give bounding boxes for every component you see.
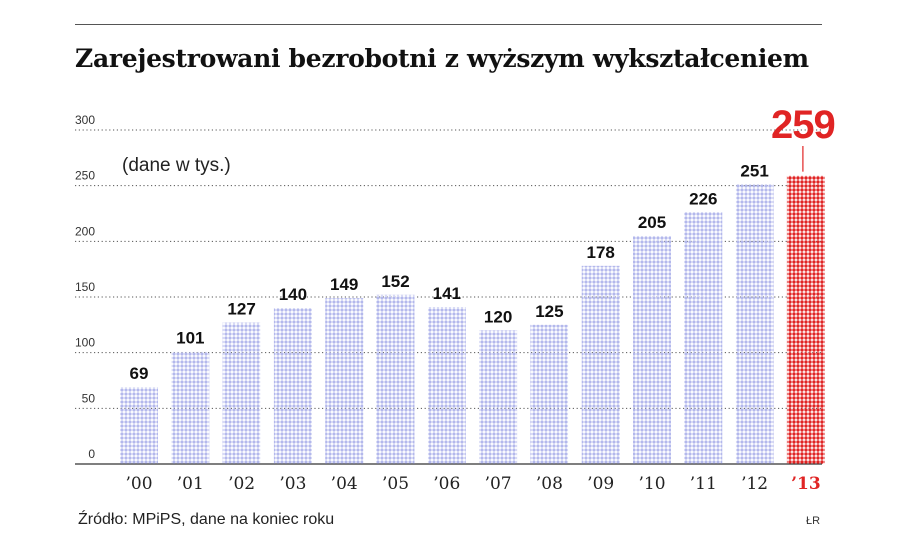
- y-tick-label: 300: [75, 113, 95, 127]
- x-tick-label: ’09: [587, 474, 614, 494]
- x-tick-label: ’07: [485, 474, 512, 494]
- data-label: 125: [535, 302, 563, 321]
- x-tick-label: ’11: [690, 474, 717, 494]
- data-label: 69: [130, 364, 149, 383]
- bar: [427, 307, 466, 464]
- data-label: 127: [227, 300, 255, 319]
- x-tick-label: ’08: [536, 474, 563, 494]
- data-label: 178: [587, 243, 615, 262]
- bar: [171, 351, 210, 464]
- bar: [633, 235, 671, 464]
- data-label: 226: [689, 189, 717, 208]
- x-tick-label: ’06: [433, 474, 460, 494]
- bar: [479, 330, 518, 464]
- bar: [273, 308, 312, 464]
- bar: [376, 294, 415, 464]
- bar-highlight: [786, 175, 825, 464]
- x-tick-label: ’12: [741, 474, 768, 494]
- data-label: 140: [279, 285, 307, 304]
- data-label: 141: [433, 284, 461, 303]
- y-tick-label: 0: [88, 447, 95, 461]
- x-tick-label: ’04: [331, 474, 358, 494]
- y-tick-label: 200: [75, 224, 95, 238]
- y-tick-label: 50: [82, 391, 96, 405]
- top-rule: [75, 24, 822, 25]
- x-tick-label: ’00: [125, 474, 152, 494]
- bar: [684, 212, 723, 464]
- data-label: 205: [638, 213, 666, 232]
- y-tick-label: 250: [75, 169, 95, 183]
- unit-note: (dane w tys.): [122, 155, 231, 176]
- y-tick-label: 150: [75, 280, 95, 294]
- x-tick-label: ’03: [279, 474, 306, 494]
- author-credit: ŁR: [806, 515, 821, 527]
- data-label: 101: [176, 329, 204, 348]
- x-tick-label: ’02: [228, 474, 255, 494]
- bar: [325, 298, 364, 464]
- bar: [735, 184, 774, 464]
- bar: [530, 324, 569, 464]
- x-tick-label: ’05: [382, 474, 409, 494]
- source-note: Źródło: MPiPS, dane na koniec roku: [78, 511, 335, 528]
- x-tick-label: ’01: [177, 474, 204, 494]
- x-tick-label: ’10: [638, 474, 665, 494]
- data-label: 152: [381, 272, 409, 291]
- data-label: 120: [484, 307, 512, 326]
- bar: [222, 322, 261, 464]
- x-tick-label: ’13: [791, 474, 821, 494]
- data-label: 149: [330, 275, 358, 294]
- bar: [120, 387, 158, 464]
- chart-title: Zarejestrowani bezrobotni z wyższym wyks…: [75, 44, 809, 73]
- bar: [581, 265, 620, 464]
- y-tick-label: 100: [75, 336, 95, 350]
- data-label: 251: [740, 162, 768, 181]
- data-label-highlight: 259: [771, 103, 835, 147]
